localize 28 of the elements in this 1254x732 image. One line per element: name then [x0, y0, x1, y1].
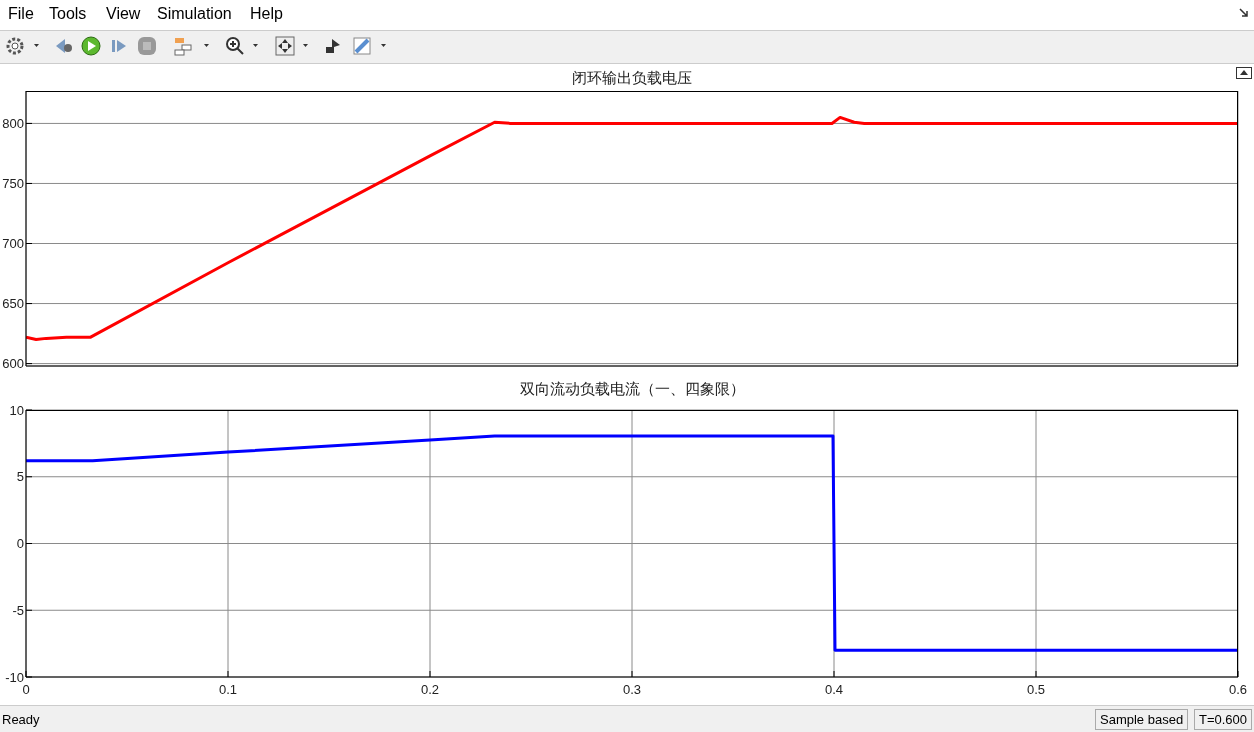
chart-title: 闭环输出负载电压 [571, 69, 693, 88]
y-tick-label: 650 [2, 296, 24, 312]
y-tick-label: 5 [16, 469, 24, 485]
text: T=0.600 [1194, 709, 1253, 730]
x-tick-label: 0.2 [420, 682, 440, 698]
y-tick-label: 750 [2, 176, 24, 192]
text: Simulation [157, 5, 232, 23]
text: Sample based [1095, 709, 1189, 730]
text: Tools [49, 5, 87, 23]
x-tick-label: 0.5 [1026, 682, 1046, 698]
text: View [106, 5, 141, 23]
x-tick-label: 0.1 [218, 682, 238, 698]
x-tick-label: 0.3 [622, 682, 642, 698]
y-tick-label: 0 [16, 536, 24, 552]
line-series [26, 434, 1238, 652]
text: Ready [2, 712, 40, 727]
y-tick-label: 600 [2, 356, 24, 372]
y-tick-label: 700 [2, 236, 24, 252]
line-series [26, 115, 1238, 342]
y-tick-label: -10 [5, 669, 24, 685]
y-tick-label: 10 [9, 402, 24, 418]
x-tick-label: 0.4 [824, 682, 844, 698]
text: File [8, 5, 34, 23]
y-tick-label: 800 [2, 116, 24, 132]
x-tick-label: 0.6 [1228, 682, 1248, 698]
text: Help [250, 5, 283, 23]
chart-title: 双向流动负载电流（一、四象限） [518, 380, 746, 399]
y-tick-label: -5 [12, 602, 24, 618]
